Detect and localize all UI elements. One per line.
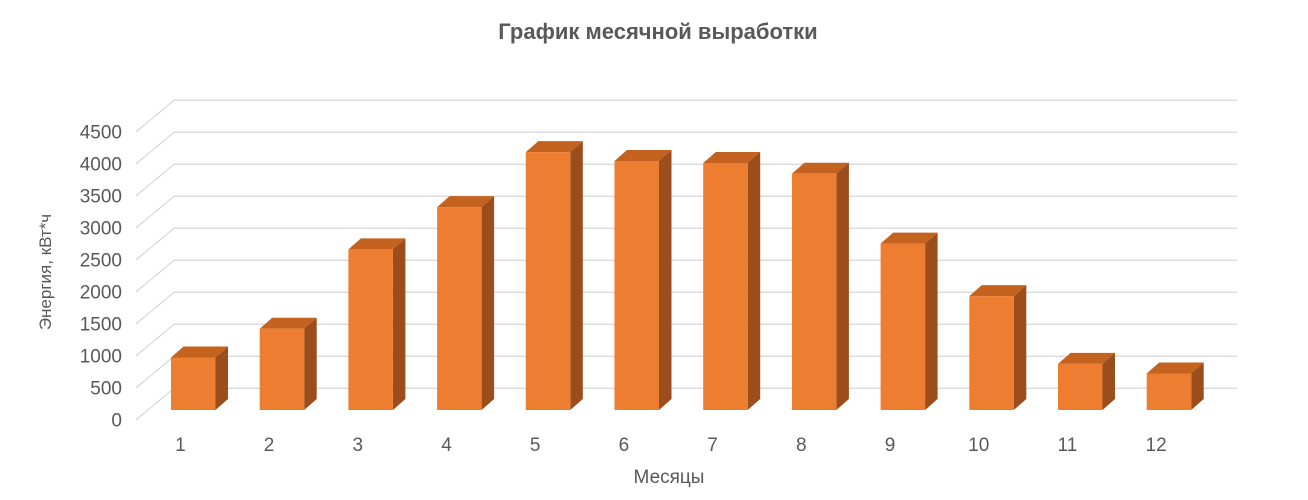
bar-9-side: [925, 232, 938, 410]
bar-6: [614, 161, 659, 410]
y-tick-label-4500: 4500: [80, 123, 122, 144]
x-tick-label-4: 4: [441, 435, 452, 456]
bar-5: [525, 152, 571, 410]
gridline-4500: [135, 99, 1237, 133]
gridline-2500: [135, 227, 1237, 261]
y-tick-label-500: 500: [90, 379, 122, 400]
bar-11: [1058, 363, 1103, 410]
bar-12: [1146, 373, 1192, 410]
x-tick-label-6: 6: [619, 435, 630, 456]
x-tick-label-10: 10: [968, 435, 989, 456]
bar-12-top: [1146, 362, 1204, 374]
bar-2-side: [304, 317, 317, 410]
bar-11-side: [1102, 352, 1115, 410]
x-axis-title: Месяцы: [634, 467, 705, 488]
bar-9: [880, 243, 926, 410]
bar-4-side: [481, 196, 495, 410]
bar-8-top: [791, 162, 849, 174]
gridline-2000: [135, 259, 1237, 293]
y-axis-title: Энергия, кВт*ч: [36, 214, 55, 330]
y-tick-label-2500: 2500: [80, 251, 122, 272]
y-tick-label-4000: 4000: [80, 155, 122, 176]
chart-title: График месячной выработки: [498, 19, 818, 44]
x-tick-label-9: 9: [885, 435, 896, 456]
bar-1: [171, 357, 216, 410]
bar-2: [259, 328, 305, 410]
gridline-3500: [135, 163, 1237, 197]
bar-10: [969, 296, 1014, 410]
y-tick-label-1500: 1500: [80, 315, 122, 336]
bar-7: [703, 163, 748, 410]
bar-4-top: [437, 196, 495, 208]
y-tick-label-1000: 1000: [80, 347, 122, 368]
bar-10-side: [1013, 285, 1027, 410]
bar-8: [791, 173, 837, 410]
bar-4: [437, 207, 482, 410]
bar-7-side: [747, 152, 761, 410]
x-tick-label-7: 7: [707, 435, 718, 456]
bar-3-side: [392, 238, 406, 410]
x-tick-label-11: 11: [1058, 435, 1078, 456]
y-tick-label-3500: 3500: [80, 187, 122, 208]
bar-5-top: [525, 141, 583, 153]
bar-1-top: [171, 346, 228, 358]
bar-1-side: [215, 346, 228, 410]
x-tick-label-3: 3: [353, 435, 364, 456]
bar-3-top: [348, 238, 406, 250]
y-tick-label-0: 0: [111, 411, 122, 432]
bar-12-side: [1191, 362, 1204, 410]
bar-9-top: [880, 232, 938, 244]
x-tick-label-12: 12: [1146, 435, 1167, 456]
bar-11-top: [1058, 352, 1115, 364]
bar-7-top: [703, 152, 761, 163]
bar-6-side: [659, 150, 672, 410]
x-tick-label-1: 1: [175, 435, 186, 456]
bar-2-top: [259, 317, 317, 329]
bar-3: [348, 249, 393, 410]
bar-8-side: [836, 162, 849, 410]
y-tick-label-2000: 2000: [80, 283, 122, 304]
gridline-4000: [135, 131, 1237, 165]
x-tick-label-2: 2: [264, 435, 275, 456]
gridline-3000: [135, 195, 1237, 229]
x-tick-label-5: 5: [530, 435, 541, 456]
bar-6-top: [614, 150, 672, 161]
bar-10-top: [969, 285, 1027, 297]
bar-5-side: [570, 141, 583, 410]
y-tick-label-3000: 3000: [80, 219, 122, 240]
x-tick-label-8: 8: [796, 435, 807, 456]
